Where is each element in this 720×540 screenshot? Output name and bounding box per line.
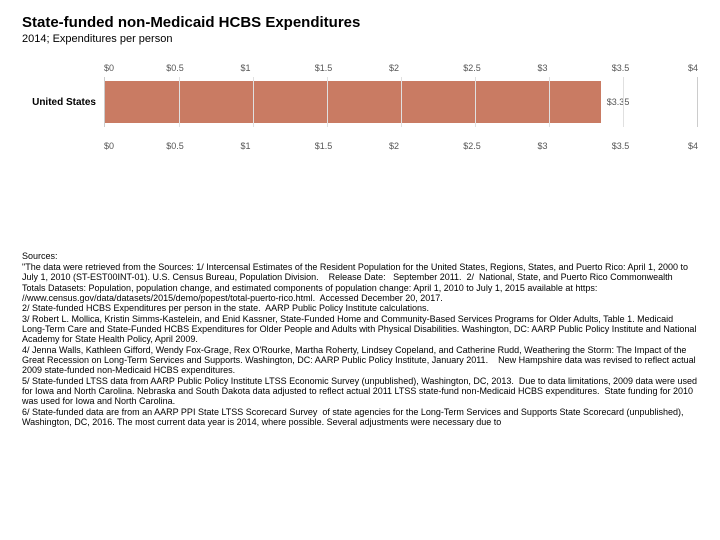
chart-title: State-funded non-Medicaid HCBS Expenditu…	[22, 14, 698, 31]
chart-subtitle: 2014; Expenditures per person	[22, 33, 698, 45]
sources-heading: Sources:	[22, 251, 698, 261]
chart-container: United States $0$0.5$1$1.5$2$2.5$3$3.5$4…	[22, 63, 698, 141]
plot-area: $0$0.5$1$1.5$2$2.5$3$3.5$4 $3.35 $0$0.5$…	[104, 63, 698, 141]
bar-value-label: $3.35	[601, 97, 630, 107]
sources-text: "The data were retrieved from the Source…	[22, 262, 698, 428]
x-axis-top: $0$0.5$1$1.5$2$2.5$3$3.5$4	[104, 63, 698, 77]
chart-grid: $3.35	[104, 77, 698, 127]
category-label: United States	[22, 81, 104, 123]
x-axis-bottom: $0$0.5$1$1.5$2$2.5$3$3.5$4	[104, 127, 698, 141]
y-axis-labels: United States	[22, 63, 104, 123]
